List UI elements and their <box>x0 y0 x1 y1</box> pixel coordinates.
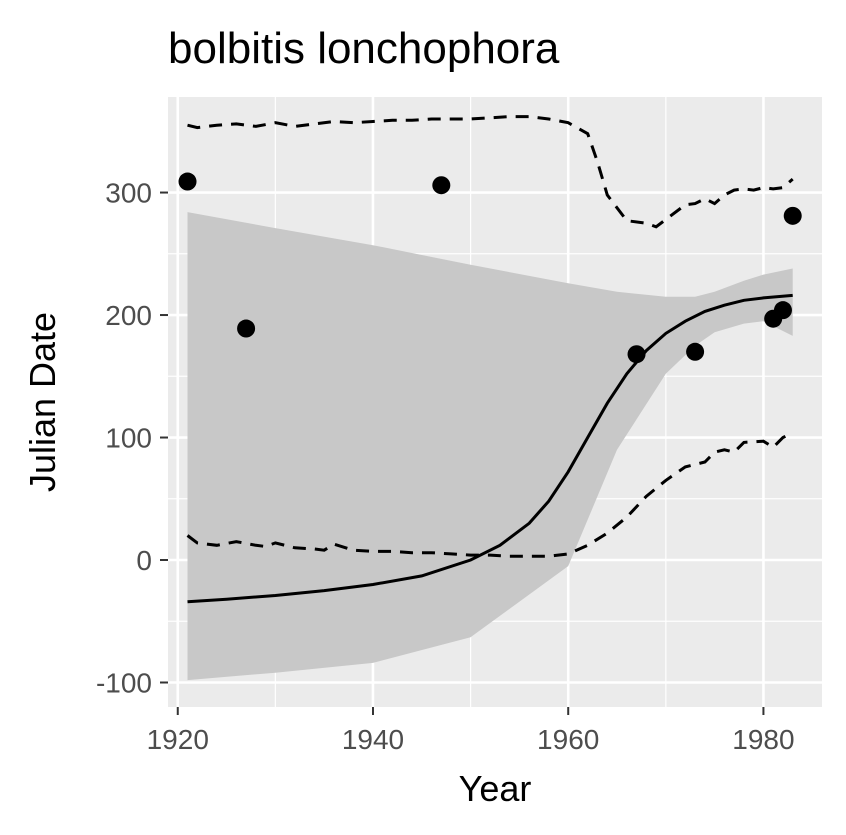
lower-dashed-line <box>186 431 794 558</box>
y-tick-label: -100 <box>96 668 152 699</box>
y-tick-label: 100 <box>105 423 152 454</box>
axes: 1920 1940 1960 1980 -100 0 100 200 300 <box>96 178 795 755</box>
data-point <box>178 172 197 191</box>
y-tick-label: 200 <box>105 300 152 331</box>
fitted-curve <box>187 293 793 604</box>
x-tick-label: 1980 <box>732 724 794 755</box>
chart-title: bolbitis lonchophora <box>168 24 560 73</box>
y-axis-title: Julian Date <box>22 312 63 492</box>
x-tick-label: 1940 <box>342 724 404 755</box>
y-tick-label: 0 <box>136 545 152 576</box>
x-tick-label: 1920 <box>147 724 209 755</box>
x-axis-title: Year <box>459 768 532 809</box>
data-point <box>627 345 646 364</box>
data-point <box>432 176 451 195</box>
y-tick-label: 300 <box>105 178 152 209</box>
x-tick-label: 1960 <box>537 724 599 755</box>
confidence-ribbon <box>187 212 793 681</box>
data-point <box>773 301 792 320</box>
data-point <box>783 206 802 225</box>
data-point <box>237 319 256 338</box>
data-points <box>178 172 802 364</box>
data-point <box>686 342 705 361</box>
upper-dashed-line <box>187 115 794 229</box>
